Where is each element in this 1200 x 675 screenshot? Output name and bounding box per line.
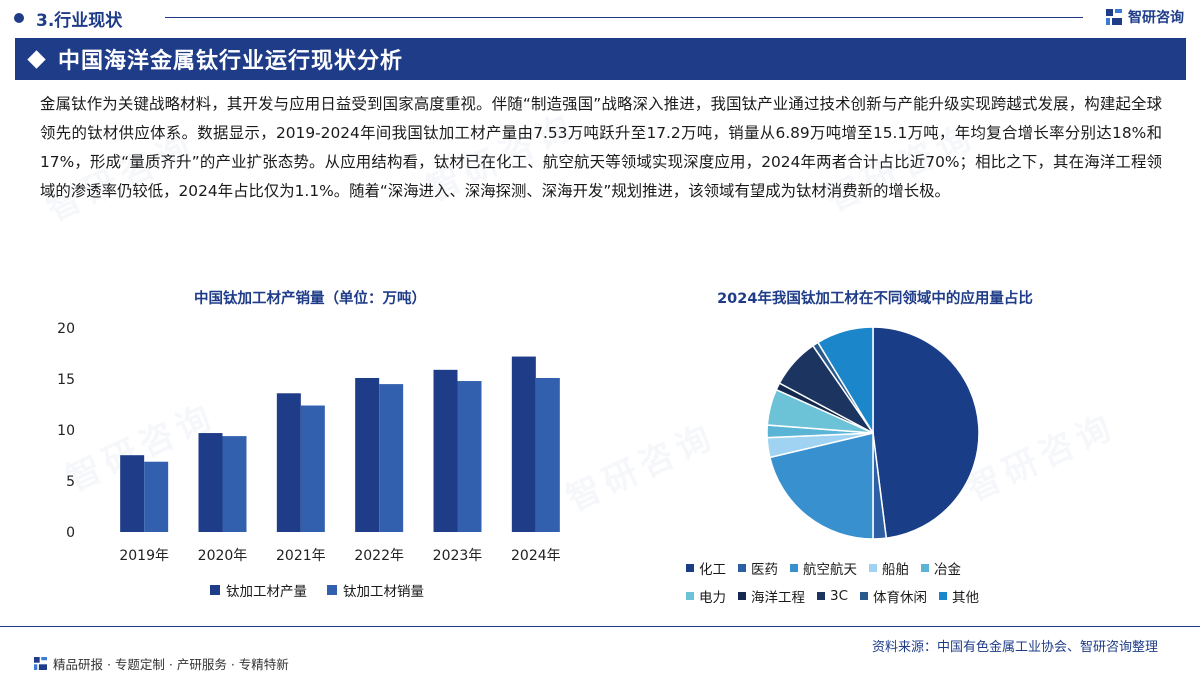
legend-swatch [817,592,825,600]
bullet-icon [14,13,24,23]
legend-label: 钛加工材产量 [226,584,307,600]
legend-item: 船舶 [869,558,909,578]
legend-label: 其他 [952,590,980,606]
footer-services: 精品研报 · 专题定制 · 产研服务 · 专精特新 [53,657,289,672]
legend-swatch [860,592,869,600]
legend-swatch [738,592,746,600]
bar [198,433,223,532]
bar-chart: 0 5 10 15 20 2019年 2020年 2021年 2022年 2023年 2024年 [57,321,561,564]
pie-legend-row: 化工 医药 航空航天 船舶 冶金 [686,554,1106,582]
legend-item: 医药 [738,558,778,578]
x-tick-label: 2021年 [276,548,326,564]
pie-legend: 化工 医药 航空航天 船舶 冶金电力 海洋工程 3C 体育休闲 其他 [686,554,1106,610]
legend-item: 电力 [686,586,726,606]
legend-label: 3C [830,588,849,604]
brand: 智研咨询 [1106,6,1184,28]
x-tick-label: 2019年 [119,548,169,564]
pie-legend-row: 电力 海洋工程 3C 体育休闲 其他 [686,582,1106,610]
legend-item: 冶金 [921,558,961,578]
bar [379,384,404,532]
bar [144,461,169,532]
bar [300,405,325,532]
legend-swatch [939,592,948,600]
bar [276,393,301,532]
legend-swatch [686,592,694,600]
header-divider [165,17,1083,18]
title-banner: 中国海洋金属钛行业运行现状分析 [15,38,1186,80]
y-tick-label: 15 [57,372,75,388]
bar [457,381,482,532]
footer-divider [0,626,1200,627]
section-header: 3.行业现状 [14,6,123,31]
y-tick-label: 10 [57,423,75,439]
bar [355,377,380,532]
page-title: 中国海洋金属钛行业运行现状分析 [58,49,404,74]
legend-swatch [738,564,746,572]
x-tick-label: 2024年 [511,548,561,564]
footer: 精品研报 · 专题定制 · 产研服务 · 专精特新 [34,654,289,673]
legend-label: 海洋工程 [751,590,805,606]
legend-swatch [210,585,220,595]
source-note: 资料来源：中国有色金属工业协会、智研咨询整理 [871,640,1158,655]
bar [433,369,458,532]
legend-item: 其他 [939,586,979,606]
pie-chart-title: 2024年我国钛加工材在不同领域中的应用量占比 [717,291,1033,307]
legend-label: 船舶 [882,562,909,578]
pie-chart [766,326,980,540]
legend-label: 体育休闲 [873,590,928,606]
legend-item: 3C [817,588,848,604]
legend-item: 钛加工材销量 [327,580,424,600]
y-tick-label: 5 [66,474,75,490]
pie-slice [768,432,874,540]
intro-paragraph: 金属钛作为关键战略材料，其开发与应用日益受到国家高度重视。伴随“制造强国”战略深… [40,95,1162,200]
brand-name: 智研咨询 [1128,10,1184,26]
legend-item: 体育休闲 [860,586,927,606]
diamond-icon [27,49,46,69]
bar [535,377,560,532]
bar [511,356,536,532]
legend-label: 电力 [699,590,726,606]
bar-chart-title: 中国钛加工材产销量（单位：万吨） [194,291,426,307]
x-tick-label: 2023年 [433,548,483,564]
legend-label: 航空航天 [803,562,857,578]
section-title: 3.行业现状 [36,10,123,31]
y-tick-label: 20 [57,321,75,337]
legend-item: 海洋工程 [738,586,805,606]
legend-swatch [686,564,694,572]
bar [222,436,247,532]
x-tick-label: 2022年 [354,548,404,564]
legend-item: 航空航天 [790,558,857,578]
pie-slice [872,326,980,540]
legend-label: 医药 [751,562,778,578]
legend-swatch [921,564,929,572]
legend-label: 化工 [699,562,726,578]
x-tick-label: 2020年 [198,548,248,564]
legend-item: 化工 [686,558,726,578]
zhiyan-logo-icon [34,657,47,670]
legend-item: 钛加工材产量 [210,580,307,600]
bar [120,455,145,532]
zhiyan-logo-icon [1106,9,1122,25]
legend-label: 冶金 [934,562,961,578]
legend-swatch [869,564,877,572]
legend-swatch [327,585,337,595]
legend-label: 钛加工材销量 [343,584,424,600]
legend-swatch [790,564,798,572]
y-tick-label: 0 [66,525,75,541]
pie-slice [816,326,874,436]
bar-legend: 钛加工材产量 钛加工材销量 [210,580,444,600]
